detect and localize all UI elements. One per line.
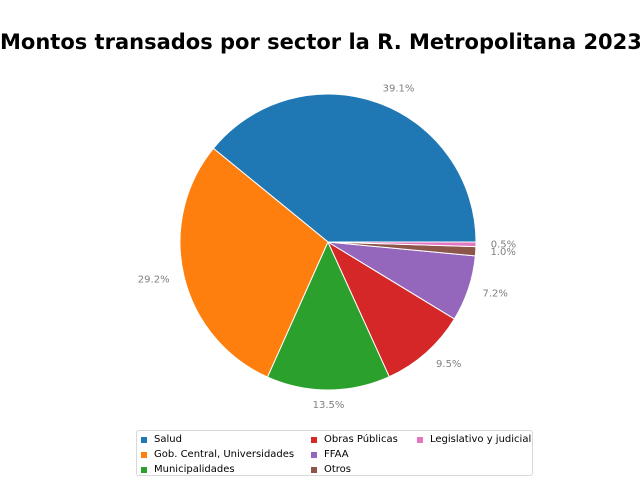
chart-title: Montos transados por sector la R. Metrop… — [0, 30, 640, 54]
legend-item: Salud — [141, 434, 182, 445]
legend-item: Obras Públicas — [311, 434, 398, 445]
legend-label: FFAA — [324, 449, 349, 460]
legend-label: Legislativo y judicial — [430, 434, 532, 445]
legend-label: Municipalidades — [154, 464, 235, 475]
legend-label: Gob. Central, Universidades — [154, 449, 295, 460]
legend-swatch — [311, 466, 317, 473]
slice-pct-label-4: 7.2% — [483, 288, 508, 299]
pie-slice-6 — [327, 241, 477, 248]
legend: Salud Gob. Central, Universidades Municipa… — [136, 430, 533, 476]
pie-slice-1 — [179, 147, 329, 378]
legend-swatch — [141, 466, 147, 473]
pie-slice-3 — [327, 241, 455, 378]
slice-pct-label-1: 29.2% — [138, 275, 170, 286]
slice-pct-label-0: 39.1% — [383, 84, 415, 95]
slice-pct-label-3: 9.5% — [436, 359, 461, 370]
legend-swatch — [141, 436, 147, 443]
legend-item: FFAA — [311, 449, 349, 460]
legend-swatch — [311, 436, 317, 443]
legend-swatch — [141, 451, 147, 458]
legend-swatch — [311, 451, 317, 458]
pie-slice-2 — [267, 241, 390, 391]
legend-swatch — [417, 436, 423, 443]
legend-label: Obras Públicas — [324, 434, 398, 445]
legend-label: Salud — [154, 434, 182, 445]
slice-pct-label-2: 13.5% — [313, 400, 345, 411]
legend-item: Municipalidades — [141, 464, 235, 475]
slice-pct-label-6: 0.5% — [491, 240, 516, 251]
legend-item: Gob. Central, Universidades — [141, 449, 294, 460]
legend-item: Legislativo y judicial — [417, 434, 531, 445]
legend-label: Otros — [324, 464, 352, 475]
slice-pct-label-5: 1.0% — [490, 247, 515, 258]
legend-item: Otros — [311, 464, 351, 475]
pie-slice-0 — [212, 93, 477, 243]
